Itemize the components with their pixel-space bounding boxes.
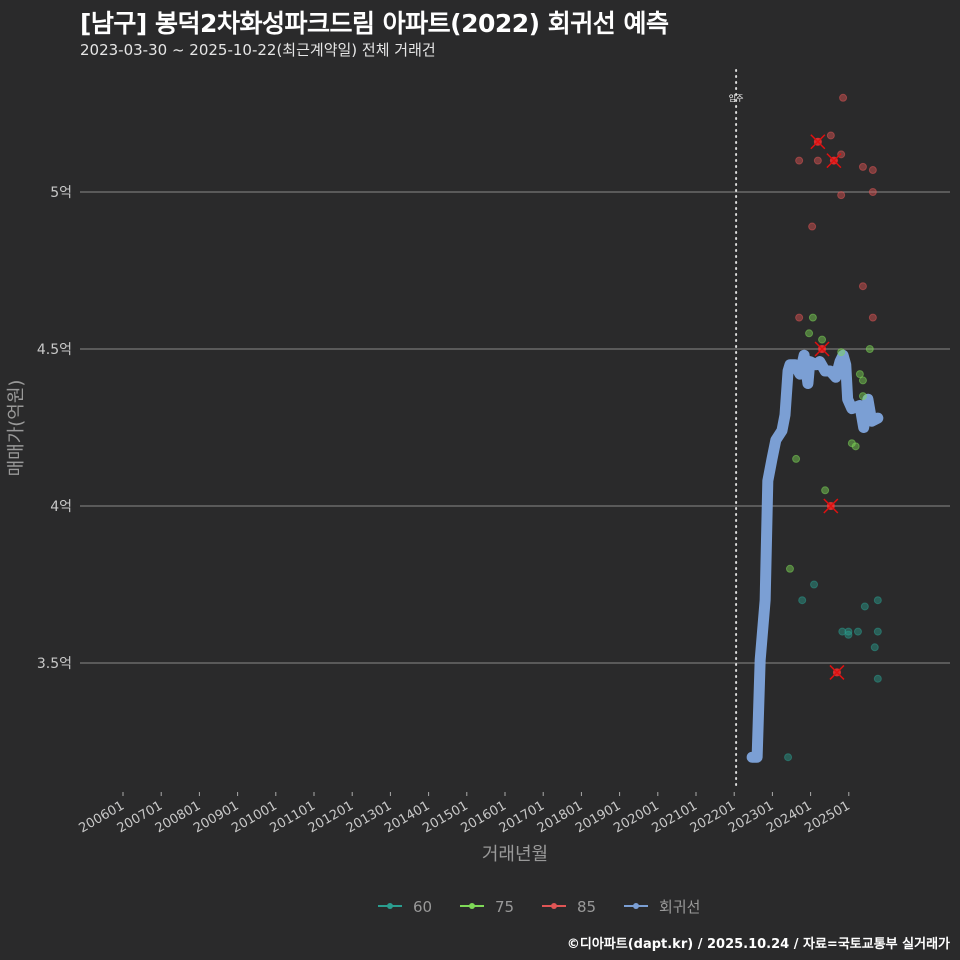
point-60 <box>873 596 882 605</box>
highlight-x-marker <box>823 498 839 514</box>
point-60 <box>860 602 869 611</box>
point-60 <box>873 627 882 636</box>
legend-marker-85 <box>551 903 557 909</box>
legend-label-85: 85 <box>577 898 596 916</box>
point-60 <box>853 627 862 636</box>
y-tick-label: 4.5억 <box>37 342 72 358</box>
point-85 <box>868 188 877 196</box>
legend-label-회귀선: 회귀선 <box>659 898 700 916</box>
point-60 <box>844 630 853 639</box>
point-75 <box>855 370 864 379</box>
point-60 <box>870 643 879 652</box>
point-60 <box>873 674 882 683</box>
point-85 <box>826 131 835 140</box>
highlight-x-marker <box>814 341 830 357</box>
highlight-x-marker <box>829 664 845 680</box>
highlight-x-marker <box>810 134 826 150</box>
point-85 <box>839 93 848 102</box>
point-85 <box>795 313 804 322</box>
point-75 <box>858 392 867 401</box>
chart-title: [남구] 봉덕2차화성파크드림 아파트(2022) 회귀선 예측 <box>80 9 669 38</box>
legend-label-75: 75 <box>495 898 514 916</box>
y-tick-label: 5억 <box>50 185 72 201</box>
move-in-label: 입주 <box>729 94 744 103</box>
point-75 <box>808 313 817 322</box>
point-60 <box>798 596 807 605</box>
point-75 <box>837 348 846 357</box>
point-60 <box>838 627 847 636</box>
point-85 <box>813 156 822 165</box>
legend-marker-75 <box>469 903 475 909</box>
legend-marker-60 <box>387 903 393 909</box>
x-axis-title: 거래년월 <box>482 844 548 865</box>
point-75 <box>821 486 830 495</box>
regression-line <box>746 349 884 763</box>
point-75 <box>865 345 874 353</box>
y-tick-label: 3.5억 <box>37 656 72 672</box>
point-85 <box>868 166 877 175</box>
legend-marker-회귀선 <box>633 903 639 909</box>
point-85 <box>795 156 804 165</box>
point-75 <box>785 564 794 573</box>
point-75 <box>805 329 814 338</box>
point-75 <box>818 335 827 344</box>
point-75 <box>851 442 860 451</box>
chart-subtitle: 2023-03-30 ~ 2025-10-22(최근계약일) 전체 거래건 <box>80 41 436 59</box>
y-tick-label: 4억 <box>50 499 72 515</box>
point-60 <box>784 753 793 762</box>
y-axis-title: 매매가(억원) <box>6 380 27 477</box>
point-85 <box>858 282 867 291</box>
point-75 <box>792 454 801 463</box>
legend-label-60: 60 <box>413 898 432 916</box>
highlight-x-marker <box>826 153 842 169</box>
point-85 <box>808 222 817 231</box>
point-85 <box>837 191 846 200</box>
point-60 <box>810 580 819 589</box>
source-footer: ©디아파트(dapt.kr) / 2025.10.24 / 자료=국토교통부 실… <box>566 937 950 952</box>
point-85 <box>868 313 877 322</box>
point-75 <box>858 376 867 385</box>
point-85 <box>858 162 867 171</box>
